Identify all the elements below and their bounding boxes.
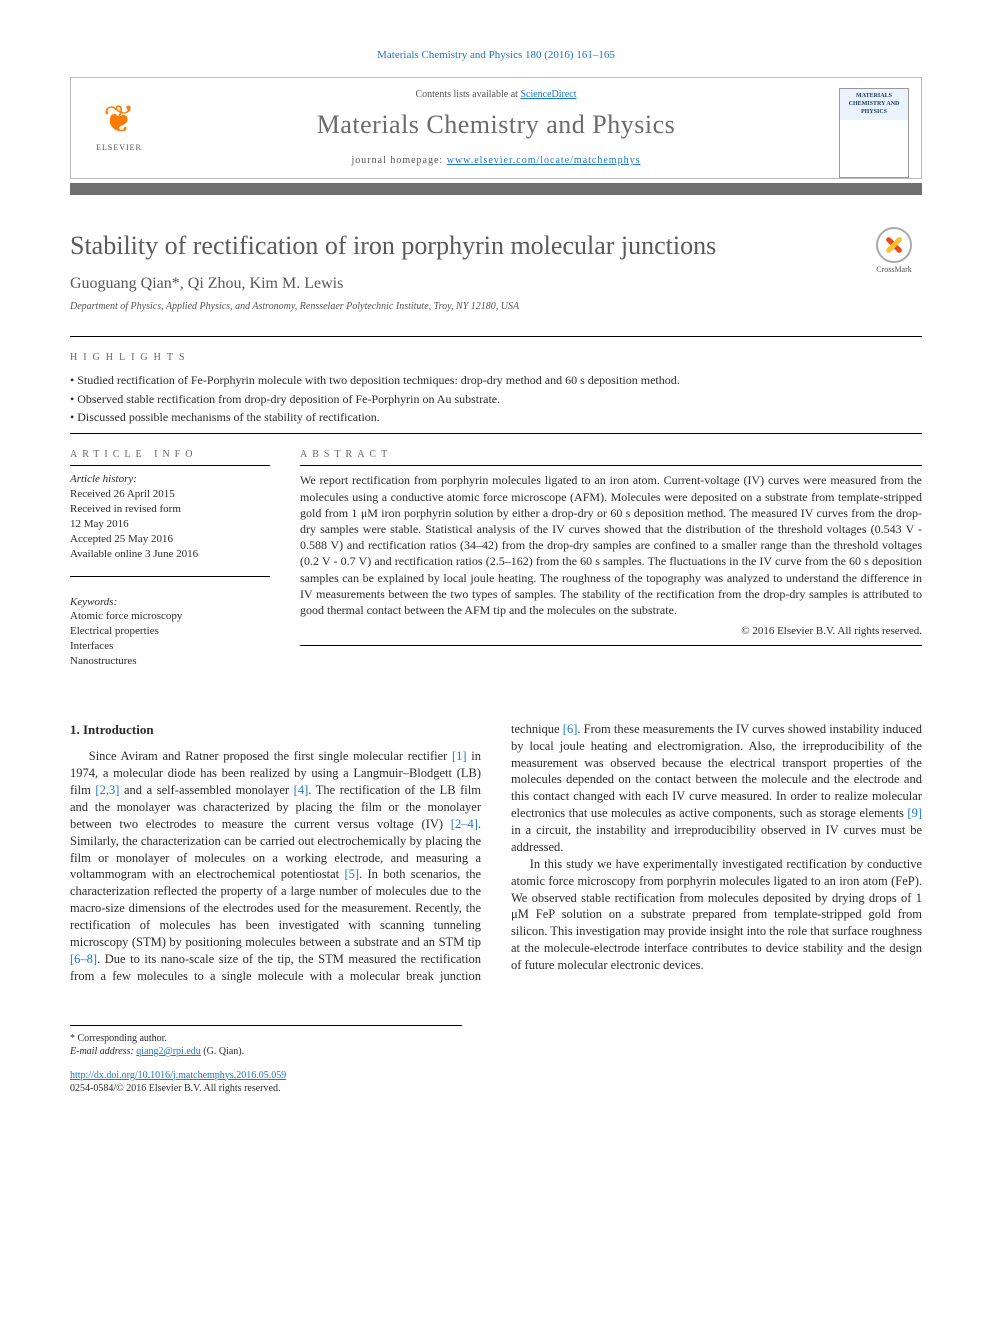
- email-label: E-mail address:: [70, 1046, 136, 1057]
- crossmark-label: CrossMark: [866, 265, 922, 276]
- history-line: Accepted 25 May 2016: [70, 532, 270, 547]
- history-line: Received 26 April 2015: [70, 487, 270, 502]
- keyword: Nanostructures: [70, 654, 270, 669]
- affiliation: Department of Physics, Applied Physics, …: [70, 300, 922, 314]
- article-title: Stability of rectification of iron porph…: [70, 231, 922, 261]
- separator: [70, 336, 922, 337]
- keyword: Interfaces: [70, 639, 270, 654]
- citation-ref[interactable]: [6]: [563, 722, 578, 736]
- separator: [70, 433, 922, 434]
- citation-ref[interactable]: [2,3]: [95, 783, 119, 797]
- keywords-label: Keywords:: [70, 595, 270, 610]
- crossmark-badge[interactable]: CrossMark: [866, 227, 922, 276]
- citation-line: Materials Chemistry and Physics 180 (201…: [70, 48, 922, 63]
- abstract-copyright: © 2016 Elsevier B.V. All rights reserved…: [300, 624, 922, 639]
- journal-homepage-link[interactable]: www.elsevier.com/locate/matchemphys: [447, 155, 641, 166]
- article-info-label: ARTICLE INFO: [70, 448, 270, 467]
- body-paragraph: In this study we have experimentally inv…: [511, 856, 922, 974]
- history-line: 12 May 2016: [70, 517, 270, 532]
- citation-ref[interactable]: [5]: [344, 867, 359, 881]
- separator: [70, 576, 270, 577]
- elsevier-logo: ❦ ELSEVIER: [83, 88, 155, 168]
- abstract-column: ABSTRACT We report rectification from po…: [300, 448, 922, 669]
- journal-header: ❦ ELSEVIER MATERIALS CHEMISTRY AND PHYSI…: [70, 77, 922, 179]
- abstract-text: We report rectification from porphyrin m…: [300, 472, 922, 618]
- keyword: Electrical properties: [70, 624, 270, 639]
- citation-ref[interactable]: [4]: [294, 783, 309, 797]
- email-suffix: (G. Qian).: [201, 1046, 244, 1057]
- corresponding-author-note: * Corresponding author.: [70, 1032, 462, 1046]
- highlights-label: HIGHLIGHTS: [70, 351, 922, 365]
- body-columns: 1. Introduction Since Aviram and Ratner …: [70, 721, 922, 985]
- highlights-block: Studied rectification of Fe-Porphyrin mo…: [70, 372, 922, 425]
- keyword: Atomic force microscopy: [70, 609, 270, 624]
- footnotes: * Corresponding author. E-mail address: …: [70, 1025, 462, 1059]
- author-list: Guoguang Qian*, Qi Zhou, Kim M. Lewis: [70, 273, 922, 295]
- separator: [300, 645, 922, 646]
- citation-ref[interactable]: [6–8]: [70, 952, 97, 966]
- doi-block: http://dx.doi.org/10.1016/j.matchemphys.…: [70, 1069, 922, 1096]
- citation-ref[interactable]: [2–4]: [451, 817, 478, 831]
- journal-cover-thumb: MATERIALS CHEMISTRY AND PHYSICS: [839, 88, 909, 178]
- citation-ref[interactable]: [9]: [907, 806, 922, 820]
- history-label: Article history:: [70, 472, 270, 487]
- homepage-prefix: journal homepage:: [352, 155, 447, 166]
- history-line: Available online 3 June 2016: [70, 547, 270, 562]
- contents-available-line: Contents lists available at ScienceDirec…: [171, 88, 821, 102]
- corresponding-email-link[interactable]: qiang2@rpi.edu: [136, 1046, 200, 1057]
- highlight-item: Discussed possible mechanisms of the sta…: [70, 409, 922, 425]
- highlight-item: Studied rectification of Fe-Porphyrin mo…: [70, 372, 922, 388]
- elsevier-tree-icon: ❦: [103, 101, 135, 139]
- history-line: Received in revised form: [70, 502, 270, 517]
- article-info-column: ARTICLE INFO Article history: Received 2…: [70, 448, 270, 669]
- contents-prefix: Contents lists available at: [415, 89, 520, 100]
- journal-name: Materials Chemistry and Physics: [171, 107, 821, 142]
- doi-link[interactable]: http://dx.doi.org/10.1016/j.matchemphys.…: [70, 1070, 286, 1081]
- highlight-item: Observed stable rectification from drop-…: [70, 391, 922, 407]
- crossmark-icon: [876, 227, 912, 263]
- section-heading: 1. Introduction: [70, 721, 481, 739]
- issn-copyright-line: 0254-0584/© 2016 Elsevier B.V. All right…: [70, 1082, 922, 1096]
- grey-divider-bar: [70, 183, 922, 195]
- citation-ref[interactable]: [1]: [452, 749, 467, 763]
- sciencedirect-link[interactable]: ScienceDirect: [520, 89, 576, 100]
- abstract-label: ABSTRACT: [300, 448, 922, 467]
- elsevier-wordmark: ELSEVIER: [96, 143, 142, 154]
- journal-homepage-line: journal homepage: www.elsevier.com/locat…: [171, 154, 821, 168]
